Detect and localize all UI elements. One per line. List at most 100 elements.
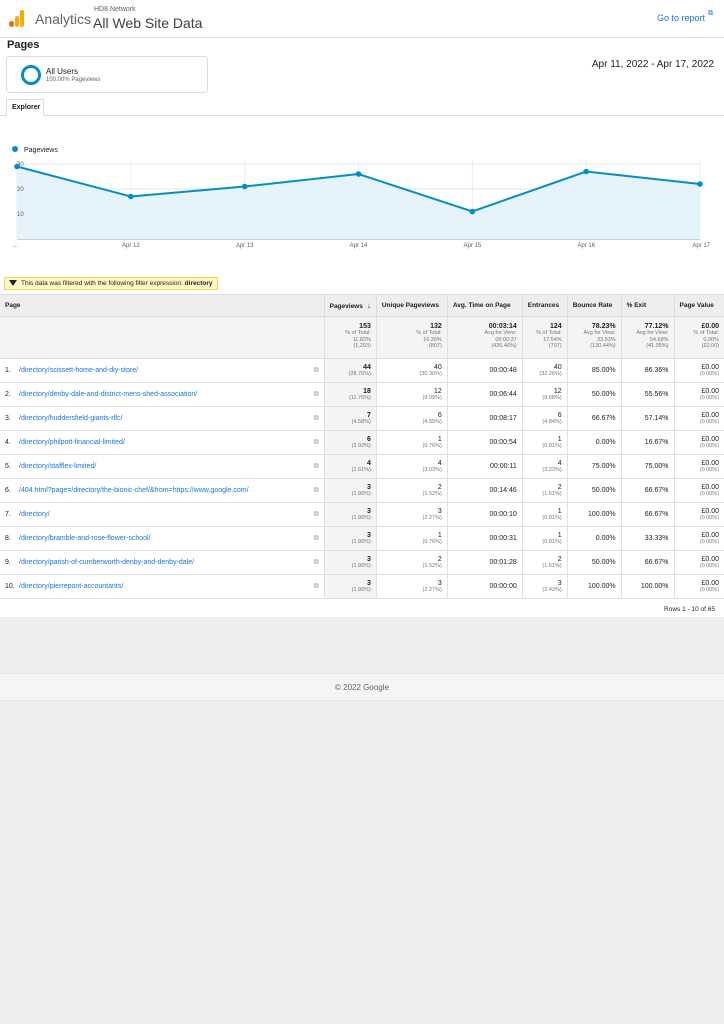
page-value-pct: (0.00%): [699, 370, 719, 377]
unique-pageviews-value: 1: [437, 435, 442, 443]
unique-pageviews-cell: 3 (2.27%): [375, 574, 448, 599]
pageviews-pct: (3.92%): [351, 442, 371, 449]
tab-explorer[interactable]: Explorer: [6, 99, 44, 116]
pageviews-cell: 3 (1.96%): [323, 478, 377, 503]
entrances-cell: 4 (3.23%): [521, 454, 568, 479]
row-number: 8.: [5, 534, 11, 542]
column-header-exit[interactable]: % Exit: [620, 294, 675, 317]
open-in-new-window-icon[interactable]: ⧉: [313, 438, 319, 446]
data-point[interactable]: [14, 163, 20, 170]
page-value-cell: £0.00 (0.00%): [673, 502, 724, 527]
unique-pageviews-value: 2: [437, 555, 442, 563]
unique-pageviews-cell: 4 (3.03%): [375, 454, 448, 479]
table-row: 5./directory/stafflex-limited/⧉ 4 (2.61%) 4…: [0, 454, 724, 479]
bounce-rate-cell: 50.00%: [566, 382, 622, 407]
entrances-pct: (1.61%): [542, 490, 562, 497]
pageviews-cell: 3 (1.96%): [323, 574, 377, 599]
column-header-page[interactable]: Page: [0, 294, 325, 317]
entrances-value: 2: [557, 555, 562, 563]
table-row: 6. /404.html?page=/directory/the-bionic-c…: [0, 478, 724, 503]
data-point[interactable]: [583, 168, 589, 175]
unique-pageviews-pct: (3.03%): [422, 466, 442, 473]
segment-name: All Users: [46, 67, 79, 76]
page-link[interactable]: /directory/pierrepont-accountants/: [19, 582, 124, 590]
segment-percentage: 100.00% Pageviews: [46, 77, 101, 83]
open-in-new-window-icon[interactable]: ⧉: [313, 510, 319, 518]
pageviews-pct: (1.96%): [351, 490, 371, 497]
page-link[interactable]: /directory/stafflex-limited/: [19, 462, 97, 470]
open-in-new-window-icon[interactable]: ⧉: [313, 582, 319, 590]
table-header-row: Page Pageviews ↓ Unique Pageviews Avg. Ti…: [0, 294, 724, 317]
data-point[interactable]: [469, 208, 476, 215]
totals-note: 54.68%: [649, 336, 669, 343]
date-range-selector[interactable]: Apr 11, 2022 - Apr 17, 2022: [591, 59, 714, 70]
totals-value: 00:03:14: [488, 323, 517, 330]
column-header-unique-pageviews[interactable]: Unique Pageviews: [375, 294, 448, 317]
column-header-entrances[interactable]: Entrances: [521, 294, 568, 317]
property-view-name[interactable]: All Web Site Data: [93, 15, 203, 31]
entrances-pct: (9.68%): [542, 394, 562, 401]
exit-cell: 33.33%: [620, 526, 675, 551]
pageviews-pct: (1.96%): [351, 514, 371, 521]
totals-note: 0.00%: [703, 336, 719, 343]
row-number: 7.: [5, 510, 11, 518]
column-header-page-value[interactable]: Page Value: [673, 294, 724, 317]
table-row: 3. /directory/huddersfield-giants-rlfc/ ⧉ 7…: [0, 406, 724, 431]
segment-card[interactable]: All Users 100.00% Pageviews: [6, 56, 208, 93]
open-in-new-window-icon[interactable]: ⧉: [313, 462, 319, 470]
entrances-pct: (3.23%): [542, 466, 562, 473]
tab-bar: Explorer: [0, 99, 724, 116]
column-header-pageviews[interactable]: Pageviews ↓: [323, 294, 377, 317]
page-link[interactable]: /directory/: [19, 510, 50, 518]
bounce-rate-cell: 50.00%: [566, 550, 622, 575]
data-point[interactable]: [128, 193, 134, 200]
totals-value: 124: [550, 323, 562, 330]
page-cell: 8. /directory/bramble-and-rose-flower-sch…: [0, 526, 325, 551]
unique-pageviews-pct: (1.52%): [422, 562, 442, 569]
x-tick-label: Apr 15: [463, 243, 481, 249]
data-point[interactable]: [241, 183, 248, 190]
open-in-new-window-icon[interactable]: ⧉: [313, 534, 319, 542]
page-cell: 3. /directory/huddersfield-giants-rlfc/ ⧉: [0, 406, 325, 431]
exit-cell: 66.67%: [620, 502, 675, 527]
open-in-new-window-icon[interactable]: ⧉: [313, 366, 319, 374]
column-header-avg-time[interactable]: Avg. Time on Page: [446, 294, 523, 317]
column-header-bounce-rate[interactable]: Bounce Rate: [566, 294, 622, 317]
pageviews-cell: 18 (11.76%): [323, 382, 377, 407]
page-value-pct: (0.00%): [699, 466, 719, 473]
page-link[interactable]: /directory/bramble-and-rose-flower-schoo…: [19, 534, 151, 542]
arrow-down-icon[interactable]: ↓: [366, 301, 371, 310]
row-number: 3.: [5, 414, 11, 422]
totals-label-cell: [0, 316, 325, 359]
exit-cell: 57.14%: [620, 406, 675, 431]
avg-time-cell: 00:00:00: [446, 574, 523, 599]
page-link[interactable]: /directory/philpott-financial-limited/: [19, 438, 125, 446]
pageviews-value: 4: [366, 459, 371, 467]
page-value-cell: £0.00 (0.00%): [673, 478, 724, 503]
page-link[interactable]: /directory/parish-of-cumberworth-denby-a…: [19, 558, 195, 566]
open-in-new-window-icon[interactable]: ⧉: [313, 486, 319, 494]
unique-pageviews-pct: (0.76%): [422, 538, 442, 545]
page-link[interactable]: /404.html?page=/directory/the-bionic-che…: [19, 486, 249, 494]
data-point[interactable]: [355, 171, 362, 177]
analytics-logo-icon[interactable]: [9, 10, 25, 27]
page-link[interactable]: /directory/huddersfield-giants-rlfc/: [19, 414, 123, 422]
page-value-value: £0.00: [701, 363, 719, 371]
page-link[interactable]: /directory/denby-dale-and-district-mens-…: [19, 390, 198, 398]
page-link[interactable]: /directory/scissett-home-and-diy-store/: [19, 366, 139, 374]
chart-area-fill: [17, 166, 700, 239]
chart-legend: Pageviews: [12, 146, 58, 154]
page-value-pct: (0.00%): [699, 490, 719, 497]
open-in-new-window-icon[interactable]: ⧉: [313, 390, 319, 398]
account-name[interactable]: HD8 Network: [94, 6, 136, 13]
unique-pageviews-pct: (0.76%): [422, 442, 442, 449]
external-link-icon[interactable]: ⧉: [708, 10, 713, 17]
go-to-report-link[interactable]: Go to report: [656, 13, 705, 23]
data-point[interactable]: [697, 181, 703, 187]
totals-note: (£0.00): [701, 343, 719, 349]
open-in-new-window-icon[interactable]: ⧉: [313, 414, 319, 422]
entrances-value: 1: [557, 435, 562, 443]
exit-cell: 86.36%: [620, 358, 675, 383]
open-in-new-window-icon[interactable]: ⧉: [313, 558, 319, 566]
entrances-pct: (0.81%): [542, 442, 562, 449]
